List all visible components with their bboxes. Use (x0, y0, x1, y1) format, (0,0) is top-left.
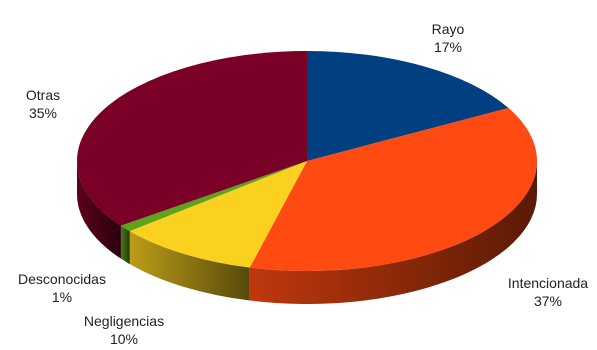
pie-tops (77, 51, 537, 271)
pie-slice-otras (77, 51, 307, 226)
slice-percent-desconocidas: 1% (52, 289, 72, 305)
pie-side-desconocidas (120, 225, 130, 265)
pie-side-negligencias (129, 231, 250, 301)
slice-percent-otras: 35% (29, 105, 57, 121)
pie-sides (77, 161, 537, 304)
pie-slice-desconocidas (120, 161, 308, 232)
pie-labels: Rayo 17% Intencionada 37% Negligencias 10% Des… (18, 21, 588, 347)
pie-side-otras (77, 161, 121, 259)
pie-slice-intencionada (249, 108, 537, 271)
slice-percent-negligencias: 10% (110, 331, 138, 345)
pie-slice-rayo (307, 51, 509, 161)
slice-label-desconocidas: Desconocidas (18, 271, 106, 287)
pie-side-intencionada (249, 161, 537, 304)
slice-percent-rayo: 17% (434, 39, 462, 55)
pie-slice-negligencias (129, 161, 307, 268)
slice-label-negligencias: Negligencias (84, 313, 164, 329)
slice-label-intencionada: Intencionada (508, 275, 588, 291)
slice-label-otras: Otras (26, 87, 60, 103)
slice-label-rayo: Rayo (432, 21, 465, 37)
slice-percent-intencionada: 37% (534, 293, 562, 309)
